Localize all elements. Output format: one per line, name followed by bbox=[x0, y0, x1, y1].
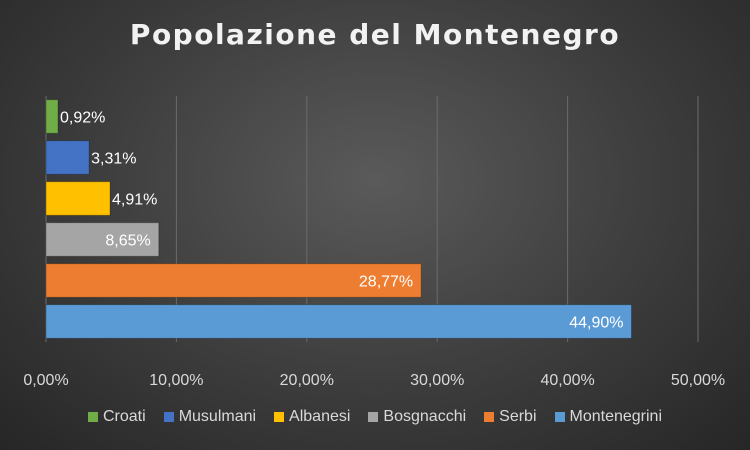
legend-label: Serbi bbox=[499, 408, 537, 425]
legend-item-albanesi: Albanesi bbox=[274, 408, 350, 426]
x-tick-label: 0,00% bbox=[23, 372, 68, 389]
data-labels: 0,92% 3,31% 4,91% 8,65% 28,77% 44,90% bbox=[60, 110, 623, 332]
data-label-albanesi: 4,91% bbox=[112, 192, 157, 209]
legend-item-bosgnacchi: Bosgnacchi bbox=[368, 408, 466, 426]
bar-bosgnacchi bbox=[45, 222, 160, 257]
legend-item-musulmani: Musulmani bbox=[163, 408, 257, 426]
data-label-serbi: 28,77% bbox=[359, 274, 413, 291]
gridlines bbox=[45, 96, 699, 342]
x-tick-label: 50,00% bbox=[671, 372, 725, 389]
data-label-croati: 0,92% bbox=[60, 110, 105, 127]
x-tick-label: 40,00% bbox=[540, 372, 594, 389]
x-axis-ticks: 0,00% 10,00% 20,00% 30,00% 40,00% 50,00% bbox=[23, 372, 725, 389]
legend-item-croati: Croati bbox=[88, 408, 146, 426]
legend: Croati Musulmani Albanesi Bosgnacchi Serbi Mo… bbox=[0, 408, 750, 426]
legend-swatch bbox=[274, 412, 285, 422]
legend-swatch bbox=[163, 412, 174, 422]
legend-item-serbi: Serbi bbox=[484, 408, 537, 426]
chart-title: Popolazione del Montenegro bbox=[129, 18, 621, 51]
bar-musulmani bbox=[45, 140, 90, 175]
data-label-montenegrini: 44,90% bbox=[569, 315, 623, 332]
legend-swatch bbox=[88, 412, 98, 422]
legend-swatch bbox=[484, 412, 495, 422]
legend-label: Montenegrini bbox=[569, 408, 663, 425]
bar-croati bbox=[45, 99, 59, 134]
legend-item-montenegrini: Montenegrini bbox=[554, 408, 663, 426]
legend-label: Bosgnacchi bbox=[383, 408, 467, 425]
legend-label: Albanesi bbox=[289, 408, 351, 425]
x-tick-label: 20,00% bbox=[280, 372, 334, 389]
bars bbox=[45, 99, 632, 339]
bar-albanesi bbox=[45, 181, 111, 216]
legend-label: Musulmani bbox=[178, 408, 257, 425]
legend-swatch bbox=[368, 412, 379, 422]
data-label-bosgnacchi: 8,65% bbox=[105, 233, 150, 250]
legend-label: Croati bbox=[103, 408, 146, 425]
bar-montenegrini bbox=[45, 304, 632, 339]
x-tick-label: 30,00% bbox=[410, 372, 464, 389]
bar-serbi bbox=[45, 263, 422, 298]
x-tick-label: 10,00% bbox=[149, 372, 203, 389]
legend-swatch bbox=[554, 412, 565, 422]
data-label-musulmani: 3,31% bbox=[91, 151, 136, 168]
